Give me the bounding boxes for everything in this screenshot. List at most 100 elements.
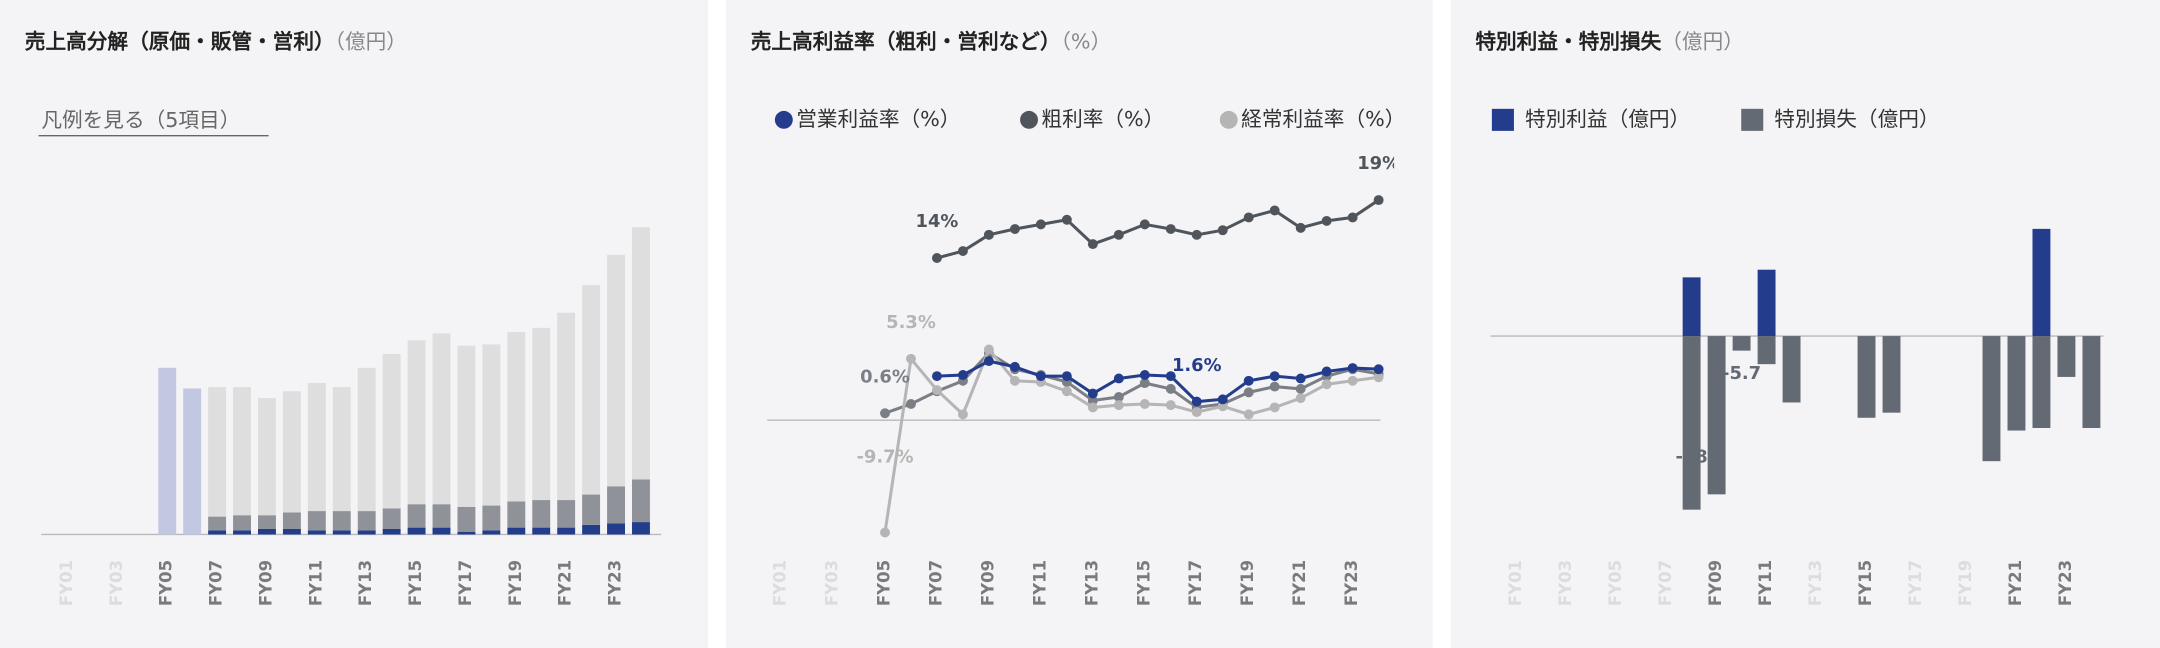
data-label: 1.6% bbox=[1172, 355, 1222, 376]
x-tick-label: FY19 bbox=[1956, 560, 1975, 606]
x-tick-label: FY15 bbox=[1856, 560, 1875, 606]
point bbox=[983, 356, 994, 367]
legend-label: 特別利益（億円） bbox=[1525, 107, 1690, 131]
point bbox=[1035, 219, 1046, 230]
chart: FY01 FY03 FY05 FY07 FY09 FY11 FY13 FY15 FY17 FY19… bbox=[1490, 107, 2104, 606]
x-tick-label: FY15 bbox=[406, 560, 425, 606]
point bbox=[957, 246, 968, 256]
panel bbox=[0, 0, 709, 648]
point bbox=[1165, 371, 1176, 382]
bar bbox=[557, 500, 576, 528]
data-label: 5.3% bbox=[886, 312, 936, 333]
point bbox=[1243, 212, 1254, 223]
chart: FY01 FY03 FY05 FY07 FY09 FY11 FY13 FY15 FY17 FY19… bbox=[41, 227, 662, 606]
unit: （億円） bbox=[1661, 30, 1744, 54]
bar bbox=[233, 515, 251, 531]
point bbox=[906, 353, 916, 364]
point bbox=[1113, 392, 1124, 402]
point bbox=[1087, 388, 1098, 399]
point bbox=[1139, 219, 1150, 230]
data-label: 19% bbox=[1357, 153, 1400, 174]
point bbox=[1165, 383, 1176, 394]
bar bbox=[332, 511, 351, 531]
point bbox=[1139, 370, 1150, 380]
point bbox=[1139, 378, 1150, 389]
point bbox=[1035, 371, 1046, 382]
bar bbox=[532, 327, 551, 501]
point bbox=[983, 344, 994, 355]
bar bbox=[1682, 336, 1701, 510]
data-label: -5.7 bbox=[1722, 363, 1761, 384]
legend-toggle[interactable]: 凡例を見る（5項目） bbox=[41, 108, 240, 132]
x-tick-label: FY19 bbox=[1238, 560, 1257, 606]
point bbox=[957, 370, 968, 380]
bar bbox=[1682, 277, 1701, 337]
point bbox=[1321, 379, 1332, 390]
x-tick-label: FY03 bbox=[107, 560, 126, 606]
x-tick-label: FY11 bbox=[1030, 560, 1049, 606]
x-tick-label: FY13 bbox=[356, 560, 375, 606]
bar bbox=[407, 340, 426, 505]
x-tick-label: FY11 bbox=[306, 560, 325, 606]
point bbox=[1113, 373, 1124, 384]
point bbox=[1009, 375, 1020, 386]
bar bbox=[332, 387, 351, 512]
point bbox=[1217, 225, 1228, 236]
bar bbox=[307, 382, 326, 512]
bar bbox=[382, 508, 401, 529]
x-tick-label: FY03 bbox=[823, 560, 842, 606]
bar bbox=[357, 367, 376, 512]
point bbox=[1373, 364, 1384, 375]
x-tick-label: FY21 bbox=[2006, 560, 2025, 606]
point bbox=[1243, 387, 1254, 398]
bar bbox=[282, 528, 301, 535]
bar bbox=[407, 504, 426, 528]
x-tick-label: FY05 bbox=[874, 560, 893, 606]
x-tick-label: FY23 bbox=[1342, 560, 1361, 606]
bar bbox=[233, 530, 251, 535]
point bbox=[906, 398, 916, 409]
x-tick-label: FY21 bbox=[1290, 560, 1309, 606]
legend-marker bbox=[1020, 110, 1038, 129]
bar bbox=[1757, 336, 1776, 365]
x-tick-label: FY05 bbox=[157, 560, 176, 606]
bar bbox=[1857, 336, 1876, 418]
bar bbox=[307, 511, 326, 531]
unit: （%） bbox=[1061, 30, 1112, 54]
bar bbox=[2032, 336, 2051, 428]
x-tick-label: FY19 bbox=[506, 560, 525, 606]
point bbox=[1087, 239, 1098, 250]
bar bbox=[632, 522, 650, 535]
bar bbox=[407, 527, 426, 535]
point bbox=[1009, 224, 1020, 234]
x-tick-label: FY01 bbox=[1506, 560, 1525, 606]
data-label: -9.7% bbox=[856, 446, 913, 467]
panel bbox=[1450, 0, 2160, 648]
point bbox=[1243, 375, 1254, 386]
point bbox=[983, 229, 994, 240]
x-tick-label: FY13 bbox=[1806, 560, 1825, 606]
chart-title: 売上高利益率（粗利・営利など）（%） bbox=[751, 30, 1111, 54]
x-tick-label: FY05 bbox=[1606, 560, 1625, 606]
x-tick-label: FY09 bbox=[256, 560, 275, 606]
bar bbox=[632, 227, 650, 480]
bar bbox=[282, 391, 301, 513]
point bbox=[1217, 401, 1228, 412]
point bbox=[1165, 400, 1176, 411]
point bbox=[1269, 371, 1280, 382]
x-tick-label: FY03 bbox=[1556, 560, 1575, 606]
bar bbox=[208, 516, 227, 531]
bar bbox=[357, 511, 376, 531]
bar bbox=[382, 354, 401, 509]
bar bbox=[482, 530, 501, 535]
x-tick-label: FY09 bbox=[1706, 560, 1725, 606]
data-label: 14% bbox=[916, 211, 959, 232]
bar bbox=[507, 527, 526, 535]
bar bbox=[1982, 336, 2001, 462]
point bbox=[1295, 373, 1306, 384]
bar bbox=[357, 530, 376, 535]
point bbox=[1113, 400, 1124, 411]
point bbox=[931, 253, 942, 263]
